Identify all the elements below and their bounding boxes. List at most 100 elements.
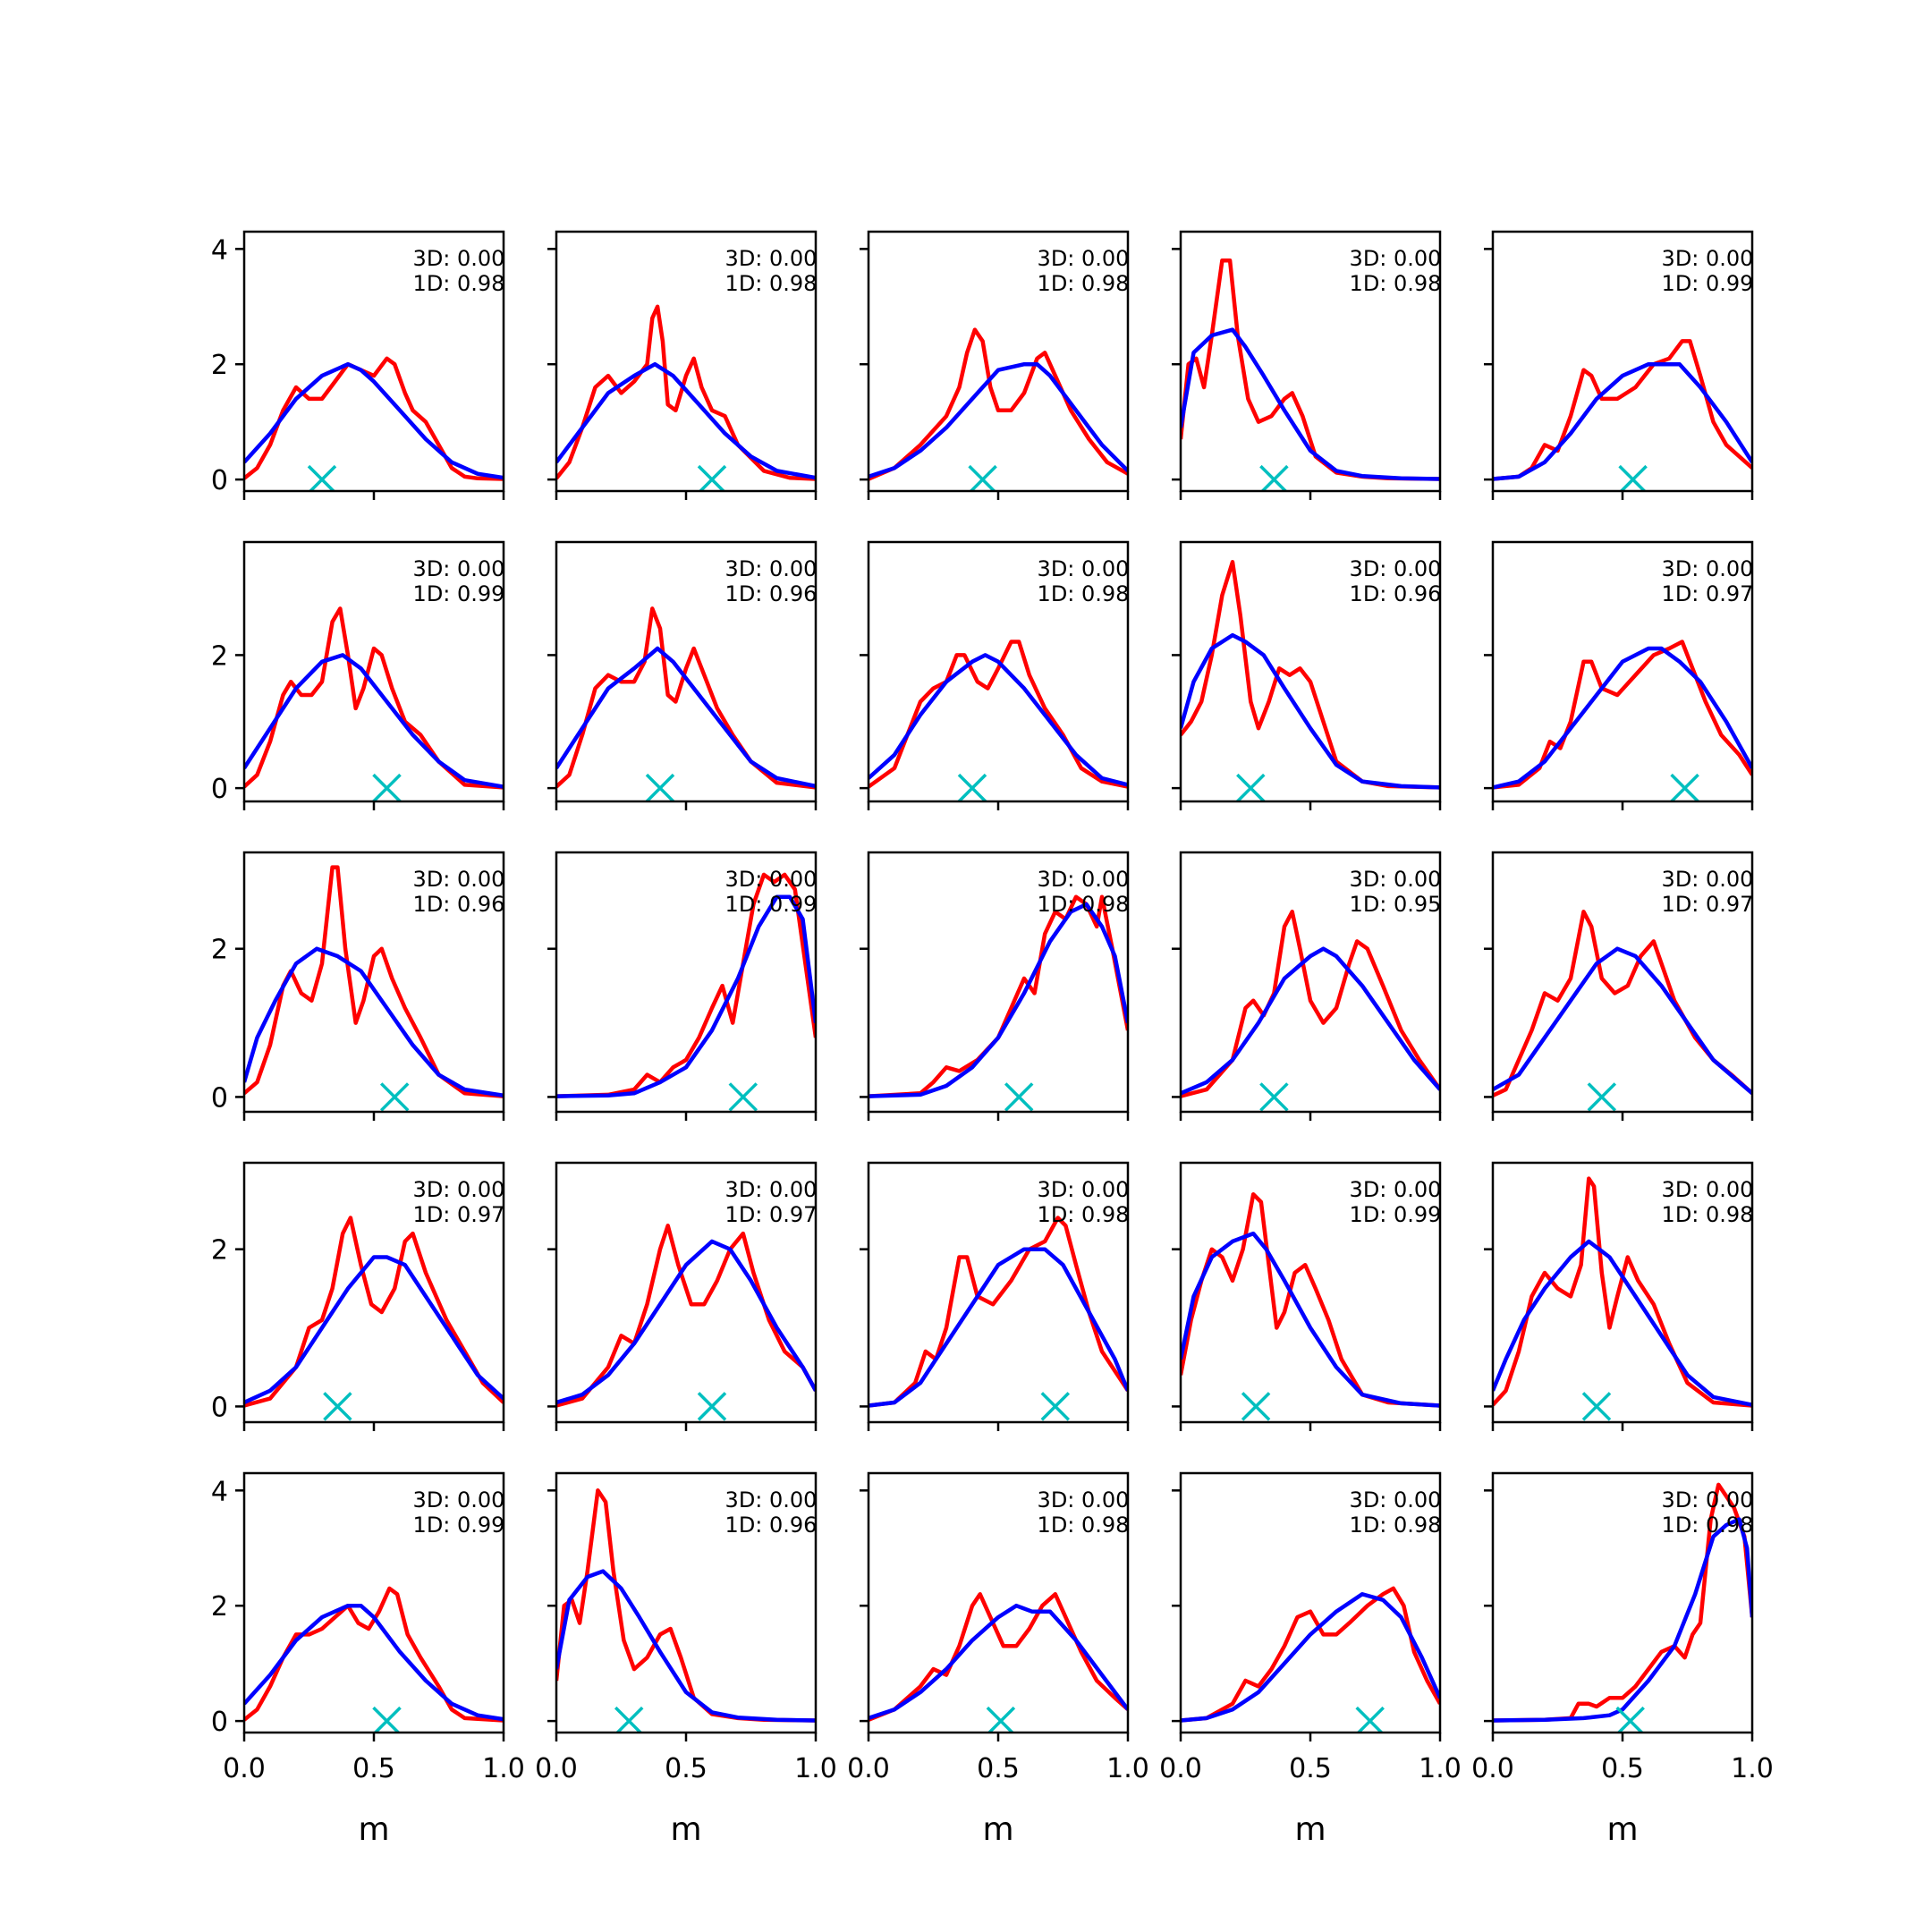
annotation-3d: 3D: 0.00: [725, 1487, 818, 1513]
annotation-3d: 3D: 0.00: [1350, 246, 1442, 271]
series-red-line: [869, 640, 1128, 789]
annotation-1d: 1D: 0.97: [413, 1202, 505, 1227]
series-blue-line: [869, 1247, 1128, 1408]
annotation-3d: 3D: 0.00: [1350, 1177, 1442, 1202]
annotation-1d: 1D: 0.98: [1038, 892, 1130, 917]
plot-area: [1493, 640, 1752, 801]
y-tick-label: 2: [211, 935, 228, 966]
series-red-line: [1181, 910, 1440, 1098]
annotation-3d: 3D: 0.00: [1662, 1177, 1754, 1202]
series-red-line: [869, 894, 1128, 1098]
series-red-line: [1181, 1191, 1440, 1408]
series-blue-line: [556, 646, 816, 789]
x-tick-label: 0.0: [1159, 1753, 1202, 1784]
series-red-line: [244, 606, 504, 790]
x-tick-label: 0.5: [1601, 1753, 1644, 1784]
annotation-1d: 1D: 0.98: [1038, 581, 1130, 606]
x-axis-label: m: [358, 1811, 389, 1848]
x-axis-label: m: [670, 1811, 701, 1848]
plot-area: [244, 606, 504, 801]
annotation-1d: 1D: 0.96: [725, 1513, 818, 1538]
series-blue-line: [869, 361, 1128, 479]
y-tick-label: 2: [211, 350, 228, 381]
annotation-3d: 3D: 0.00: [1350, 556, 1442, 581]
x-tick-label: 0.5: [665, 1753, 708, 1784]
marker-x: [1040, 1392, 1071, 1421]
series-red-line: [869, 327, 1128, 481]
annotation-3d: 3D: 0.00: [1662, 246, 1754, 271]
marker-x: [1259, 1082, 1289, 1112]
marker-x: [697, 464, 727, 491]
plot-area: [244, 1586, 504, 1733]
x-tick-label: 1.0: [1106, 1753, 1149, 1784]
annotation-1d: 1D: 0.98: [1662, 1513, 1754, 1538]
marker-x: [1618, 464, 1648, 491]
plot-area: [1493, 1176, 1752, 1421]
annotation-1d: 1D: 0.99: [1662, 271, 1754, 296]
plot-area: [869, 327, 1128, 491]
marker-x: [307, 464, 337, 491]
marker-x: [614, 1706, 644, 1733]
plot-area: [1181, 560, 1440, 801]
annotation-3d: 3D: 0.00: [1038, 1487, 1130, 1513]
series-red-line: [1181, 1586, 1440, 1723]
plot-area: [869, 894, 1128, 1112]
marker-x: [1259, 464, 1289, 491]
series-blue-line: [1181, 1231, 1440, 1408]
marker-x: [1355, 1706, 1385, 1733]
marker-x: [323, 1392, 352, 1421]
series-blue-line: [1181, 632, 1440, 790]
series-blue-line: [1181, 946, 1440, 1096]
series-blue-line: [869, 902, 1128, 1098]
plot-area: [556, 304, 816, 491]
series-blue-line: [244, 361, 504, 480]
annotation-3d: 3D: 0.00: [413, 867, 505, 892]
series-blue-line: [1493, 646, 1752, 790]
marker-x: [379, 1082, 410, 1112]
marker-x: [1004, 1082, 1034, 1112]
marker-x: [728, 1082, 758, 1112]
plot-area: [1181, 258, 1440, 491]
marker-x: [968, 464, 997, 491]
series-red-line: [1493, 1176, 1752, 1408]
annotation-3d: 3D: 0.00: [725, 246, 818, 271]
x-axis-label: m: [1606, 1811, 1638, 1848]
annotation-3d: 3D: 0.00: [413, 1177, 505, 1202]
series-blue-line: [556, 361, 816, 480]
x-axis-label: m: [1294, 1811, 1326, 1848]
series-blue-line: [556, 894, 816, 1098]
x-axis-label: m: [982, 1811, 1013, 1848]
plot-area: [869, 640, 1128, 801]
annotation-1d: 1D: 0.97: [725, 1202, 818, 1227]
series-blue-line: [556, 1239, 816, 1405]
x-tick-label: 0.5: [352, 1753, 395, 1784]
plot-area: [244, 865, 504, 1112]
series-red-line: [556, 1224, 816, 1408]
series-blue-line: [1493, 946, 1752, 1096]
annotation-1d: 1D: 0.98: [1662, 1202, 1754, 1227]
annotation-3d: 3D: 0.00: [1038, 556, 1130, 581]
plot-area: [556, 872, 816, 1112]
marker-x: [1670, 773, 1699, 801]
plot-area: [1493, 339, 1752, 491]
annotation-3d: 3D: 0.00: [1038, 246, 1130, 271]
annotation-1d: 1D: 0.98: [413, 271, 505, 296]
plot-area: [556, 606, 816, 801]
series-blue-line: [244, 946, 504, 1098]
plot-area: [556, 1488, 816, 1733]
plot-area: [244, 356, 504, 491]
y-tick-label: 0: [211, 465, 228, 496]
